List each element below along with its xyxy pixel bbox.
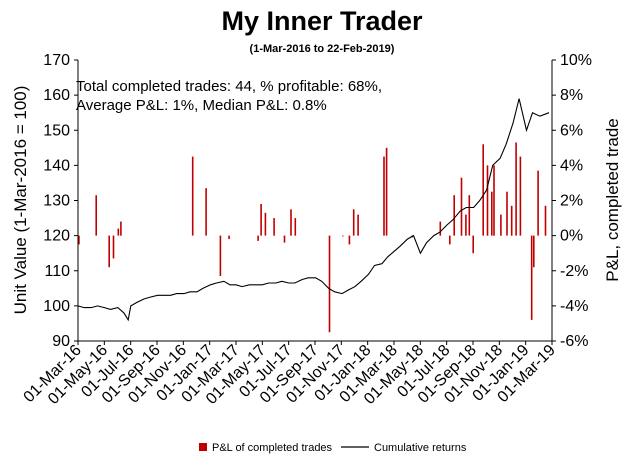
right-tick-label: -4% (560, 298, 588, 315)
pnl-bar (357, 214, 359, 236)
left-tick-label: 170 (43, 52, 70, 69)
pnl-bar (219, 235, 222, 276)
right-tick-label: 8% (560, 87, 583, 104)
right-axis-label: P&L, completed trade (603, 118, 622, 281)
pnl-bar (460, 177, 463, 236)
right-axis-ticks: -6% -4% -2% 0% 2% 4% 6% 8% 10% (552, 52, 592, 350)
right-tick-label: 2% (560, 193, 583, 210)
pnl-bar (260, 204, 262, 236)
pnl-bar (352, 209, 355, 236)
left-tick-label: 90 (52, 333, 70, 350)
pnl-bar (491, 191, 493, 236)
pnl-bar (117, 228, 120, 236)
pnl-bar (342, 235, 344, 237)
right-tick-label: 6% (560, 122, 583, 139)
stats-line-1: Total completed trades: 44, % profitable… (76, 78, 382, 95)
pnl-bar (294, 218, 297, 236)
chart-subtitle: (1-Mar-2016 to 22-Feb-2019) (250, 43, 395, 55)
pnl-bar (544, 205, 547, 236)
pnl-bar (120, 221, 122, 236)
right-tick-label: -6% (560, 333, 588, 350)
left-tick-label: 160 (43, 87, 70, 104)
pnl-bar (519, 156, 522, 236)
pnl-bar (228, 235, 230, 240)
left-tick-label: 140 (43, 157, 70, 174)
pnl-bar (257, 235, 259, 241)
right-tick-label: 4% (560, 157, 583, 174)
pnl-bar (500, 214, 502, 236)
pnl-bar (515, 142, 517, 236)
pnl-bar (482, 144, 484, 236)
right-tick-label: -2% (560, 263, 588, 280)
pnl-bar (506, 191, 508, 236)
left-tick-label: 110 (44, 263, 70, 280)
legend-bar-swatch (199, 443, 207, 451)
legend-bar-label: P&L of completed trades (212, 442, 333, 454)
legend-line-label: Cumulative returns (374, 442, 467, 454)
stats-line-2: Average P&L: 1%, Median P&L: 0.8% (76, 97, 327, 114)
pnl-bar (453, 195, 455, 236)
left-axis-label: Unit Value (1-Mar-2016 = 100) (11, 86, 30, 315)
pnl-bar (465, 214, 467, 236)
pnl-bar (537, 170, 539, 236)
pnl-bar (328, 235, 331, 333)
left-tick-label: 100 (43, 298, 70, 315)
pnl-bar (112, 235, 115, 259)
pnl-bar (273, 218, 275, 236)
pnl-bars (78, 142, 547, 333)
pnl-bar (108, 235, 110, 268)
pnl-bar (533, 235, 535, 268)
left-tick-label: 130 (43, 193, 70, 210)
right-tick-label: 10% (560, 52, 592, 69)
chart-title: My Inner Trader (221, 6, 423, 36)
pnl-bar (283, 235, 286, 243)
right-tick-label: 0% (560, 228, 583, 245)
pnl-bar (95, 195, 97, 236)
pnl-bar (78, 235, 80, 245)
cumulative-returns-line-group (77, 98, 550, 322)
cumulative-returns-line (77, 98, 550, 322)
pnl-bar (290, 209, 292, 236)
pnl-bar (486, 165, 489, 236)
pnl-bar (383, 156, 385, 236)
pnl-bar (510, 205, 513, 236)
pnl-bar (348, 235, 351, 245)
pnl-bar (493, 165, 495, 236)
pnl-bar (468, 195, 471, 236)
pnl-bar (530, 235, 533, 320)
pnl-bar (264, 212, 267, 236)
left-tick-label: 150 (43, 122, 70, 139)
pnl-bar (205, 188, 207, 236)
pnl-bar (449, 235, 451, 245)
left-tick-label: 120 (43, 228, 70, 245)
pnl-bar (191, 156, 194, 236)
pnl-bar (385, 147, 388, 236)
pnl-bar (439, 221, 442, 236)
legend: P&L of completed trades Cumulative retur… (199, 442, 467, 454)
left-axis-ticks: 90 100 110 120 130 140 150 160 170 (43, 52, 78, 350)
pnl-bar (472, 235, 474, 254)
